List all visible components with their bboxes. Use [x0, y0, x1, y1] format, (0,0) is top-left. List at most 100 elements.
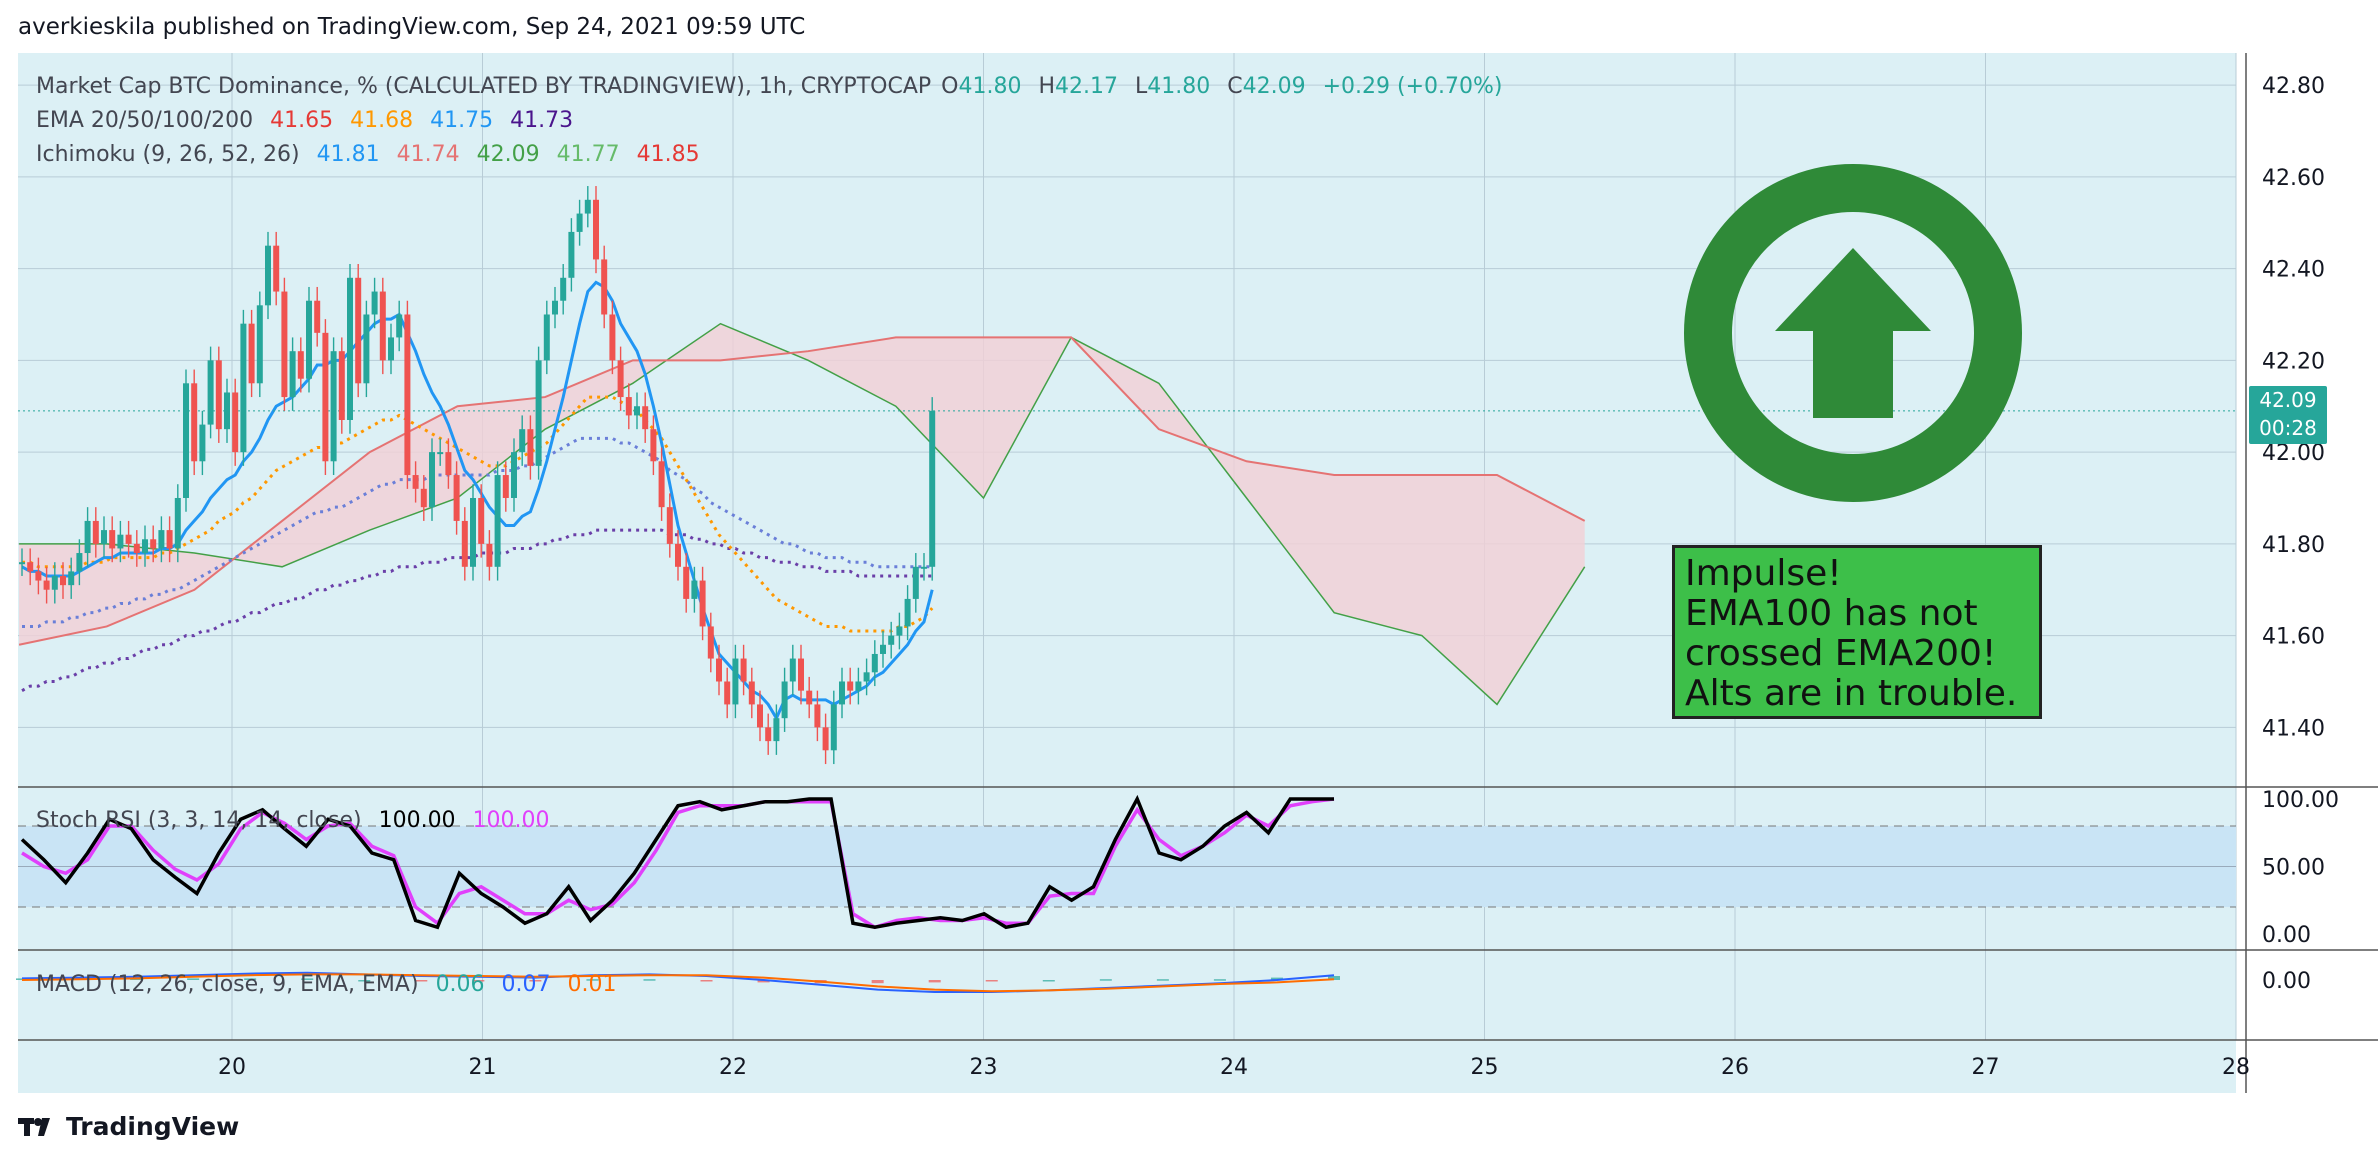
- legend-ichimoku-v5: 41.85: [636, 142, 700, 167]
- candle-body-19: [174, 497, 181, 549]
- candle-body-106: [888, 635, 895, 645]
- ema200-line: [21, 528, 933, 692]
- candle-body-4: [51, 575, 58, 590]
- candle-body-98: [822, 727, 829, 751]
- y-tick-label: 42.20: [2262, 349, 2325, 374]
- y-tick-label: 41.60: [2262, 625, 2325, 650]
- candle-body-101: [847, 681, 854, 691]
- candle-body-90: [757, 704, 763, 728]
- candle-body-27: [240, 323, 247, 453]
- candle-body-88: [740, 658, 747, 682]
- legend-ema200: 41.73: [510, 108, 574, 133]
- macd-hist-bar-15: [871, 980, 884, 984]
- macd-hist-bar-22: [1270, 977, 1283, 980]
- candle-body-23: [207, 360, 214, 425]
- publish-header: averkieskila published on TradingView.co…: [18, 14, 806, 40]
- y-tick-label: 42.80: [2262, 74, 2325, 99]
- legend-stoch-k: 100.00: [378, 808, 456, 833]
- last-price-tag: 42.09 00:28: [2249, 386, 2327, 444]
- macd-hist-bar-20: [1156, 979, 1169, 981]
- candle-body-85: [716, 658, 722, 682]
- legend-macd-hist: 0.06: [435, 972, 485, 997]
- legend-ema20: 41.65: [270, 108, 334, 133]
- candle-body-40: [347, 277, 353, 420]
- candle-body-86: [724, 681, 731, 705]
- footer-brand: TradingView: [18, 1112, 239, 1141]
- legend-ichimoku-v3: 42.09: [476, 142, 540, 167]
- candle-body-91: [765, 727, 772, 742]
- legend-symbol: Market Cap BTC Dominance, % (CALCULATED …: [36, 74, 932, 99]
- candle-body-87: [732, 658, 739, 705]
- candle-body-67: [568, 231, 575, 278]
- candle-body-25: [224, 392, 230, 430]
- legend-ema-label: EMA 20/50/100/200: [36, 108, 254, 133]
- candle-body-58: [494, 475, 501, 567]
- y-tick-label: 41.40: [2262, 716, 2325, 741]
- candle-body-99: [830, 704, 837, 751]
- legend-stoch-d: 100.00: [472, 808, 550, 833]
- legend-change: +0.29 (+0.70%): [1322, 74, 1503, 99]
- ema100-line: [22, 436, 933, 628]
- legend-stoch-label: Stoch RSI (3, 3, 14, 14, close): [36, 808, 362, 833]
- macd-hist-bar-6: [358, 980, 371, 982]
- candle-body-48: [412, 475, 419, 489]
- legend-ichimoku-label: Ichimoku (9, 26, 52, 26): [36, 142, 300, 167]
- candle-body-9: [92, 520, 99, 544]
- legend-ichimoku: Ichimoku (9, 26, 52, 26) 41.81 41.74 42.…: [36, 142, 710, 167]
- candle-body-17: [158, 530, 165, 549]
- stoch-y-tick-label: 100.00: [2262, 788, 2339, 813]
- candle-body-68: [576, 213, 583, 232]
- x-tick-label: 25: [1471, 1055, 1499, 1080]
- macd-hist-bar-7: [415, 980, 428, 982]
- candle-body-59: [502, 475, 509, 498]
- candle-body-107: [896, 626, 903, 636]
- y-tick-label: 42.60: [2262, 166, 2325, 191]
- macd-hist-bar-12: [700, 980, 713, 982]
- candle-body-70: [593, 199, 599, 260]
- candle-body-103: [863, 672, 870, 682]
- senkou-a-line: [19, 322, 1586, 706]
- legend-macd-signal: 0.01: [567, 972, 617, 997]
- candle-body-74: [625, 397, 632, 416]
- candle-body-65: [552, 300, 558, 315]
- x-tick-label: 23: [970, 1055, 998, 1080]
- candle-body-16: [150, 539, 157, 549]
- x-tick-label: 28: [2222, 1055, 2250, 1080]
- macd-hist-bar-5: [301, 978, 314, 980]
- candle-body-21: [191, 383, 198, 462]
- legend-ema50: 41.68: [350, 108, 414, 133]
- candle-body-78: [658, 461, 665, 508]
- candle-body-57: [486, 543, 493, 567]
- candle-body-51: [437, 452, 444, 455]
- candle-body-56: [478, 497, 485, 544]
- candle-body-43: [371, 291, 378, 315]
- stoch-y-tick-label: 50.00: [2262, 856, 2325, 881]
- candle-body-64: [543, 314, 550, 361]
- legend-macd-line: 0.07: [501, 972, 551, 997]
- tradingview-wordmark: TradingView: [66, 1112, 240, 1141]
- candle-body-2: [35, 571, 42, 581]
- y-tick-label: 42.00: [2262, 441, 2325, 466]
- macd-hist-bar-9: [529, 980, 542, 982]
- ema20-line: [21, 280, 934, 722]
- legend-ema100: 41.75: [430, 108, 494, 133]
- candle-body-54: [461, 520, 468, 567]
- candle-body-6: [68, 571, 75, 586]
- candle-body-35: [306, 300, 312, 379]
- candle-body-34: [297, 351, 304, 379]
- candle-body-69: [584, 199, 591, 214]
- candle-body-42: [363, 314, 370, 384]
- candle-body-82: [691, 580, 698, 599]
- candle-body-47: [404, 314, 411, 476]
- tradingview-logo-icon: [18, 1117, 50, 1136]
- candle-body-75: [634, 406, 640, 416]
- last-price-value: 42.09: [2259, 388, 2317, 412]
- legend-low: 41.80: [1147, 74, 1211, 99]
- candle-body-81: [683, 566, 690, 599]
- candle-body-24: [215, 360, 222, 430]
- candle-body-76: [642, 406, 649, 430]
- candle-body-105: [880, 644, 886, 654]
- legend-open: 41.80: [958, 74, 1022, 99]
- candle-body-1: [27, 562, 34, 572]
- x-tick-label: 24: [1220, 1055, 1248, 1080]
